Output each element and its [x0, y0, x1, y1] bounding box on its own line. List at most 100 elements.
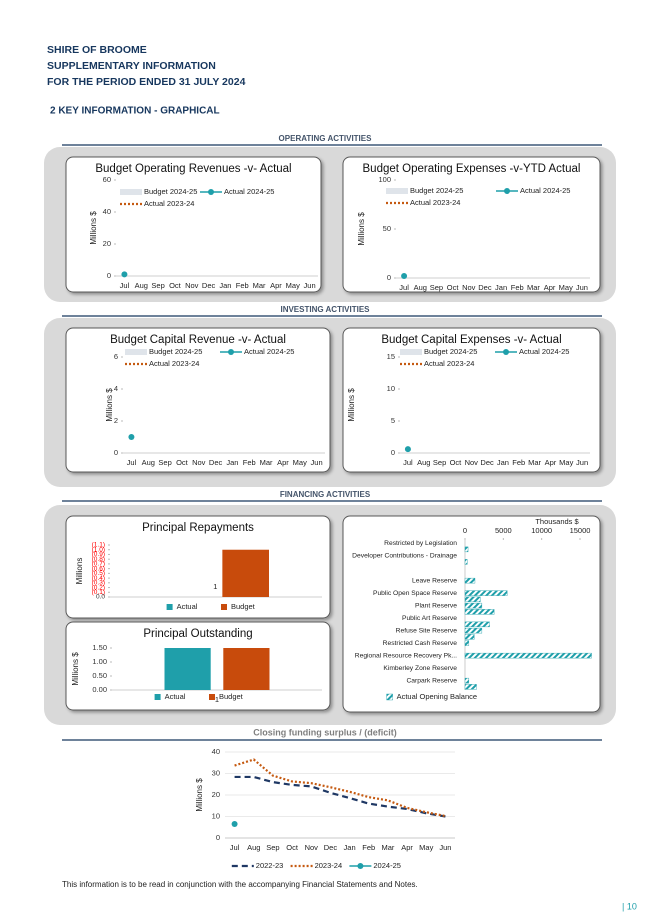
y-tick-label: Public Open Space Reserve [373, 590, 457, 597]
legend-label: Budget [219, 692, 244, 701]
x-tick-label: Apr [401, 843, 413, 852]
x-tick-label: Aug [247, 843, 260, 852]
legend-label: Budget 2024-25 [149, 347, 202, 356]
x-tick-label: Mar [528, 458, 541, 467]
y-tick-label: (0.7) [92, 561, 105, 568]
x-tick-label: Nov [305, 843, 319, 852]
x-tick-label: 0 [463, 526, 467, 535]
x-tick-label: Jun [311, 458, 323, 467]
legend-label: Budget 2024-25 [144, 187, 197, 196]
x-tick-label: Jun [439, 843, 451, 852]
legend-label: Budget [231, 602, 256, 611]
legend-swatch [386, 188, 408, 194]
x-tick-label: Aug [135, 281, 148, 290]
y-tick-label: Public Art Reserve [402, 615, 457, 622]
x-tick-label: Feb [362, 843, 375, 852]
y-tick-label: (0.2) [92, 584, 105, 591]
y-tick-label: 0 [216, 833, 220, 842]
x-tick-label: Jun [304, 281, 316, 290]
y-tick-label: Refuse Site Reserve [396, 627, 458, 634]
x-tick-label: Jul [403, 458, 413, 467]
bar [222, 549, 269, 597]
x-tick-label: Mar [381, 843, 394, 852]
x-tick-label: Jul [120, 281, 130, 290]
legend-label: Budget 2024-25 [410, 186, 463, 195]
y-tick-label: 30 [212, 768, 220, 777]
y-tick-label: 0 [391, 448, 395, 457]
bar [464, 634, 475, 640]
y-tick-label: 10 [387, 384, 395, 393]
x-tick-label: Oct [176, 458, 189, 467]
chart-title: Budget Capital Revenue -v- Actual [110, 334, 286, 346]
bar [464, 652, 592, 659]
y-tick-label: (0.3) [92, 580, 105, 587]
legend-label: 2022-23 [256, 861, 284, 870]
bar [464, 602, 483, 609]
legend-label: Actual 2023-24 [424, 359, 474, 368]
x-axis-label: Thousands $ [535, 517, 579, 526]
x-tick-label: Mar [253, 281, 266, 290]
legend-marker [357, 863, 364, 869]
x-tick-label: 15000 [570, 526, 591, 535]
x-tick-label: Dec [480, 458, 494, 467]
x-tick-label: May [293, 458, 307, 467]
bar [464, 640, 470, 646]
x-tick-label: Dec [324, 843, 338, 852]
y-tick-label: 0 [387, 273, 391, 282]
section-heading: OPERATING ACTIVITIES [279, 134, 373, 143]
y-tick-label: 20 [103, 239, 111, 248]
y-tick-label: (0.4) [92, 575, 105, 582]
x-tick-label: Oct [169, 281, 182, 290]
legend-swatch [120, 189, 142, 195]
x-tick-label: Apr [544, 283, 556, 292]
y-axis-label: Millions $ [347, 388, 356, 422]
bar [223, 648, 270, 690]
x-tick-label: 10000 [531, 526, 552, 535]
bar [464, 596, 481, 603]
y-axis-label: Millions $ [357, 212, 366, 246]
y-axis-label: Millions $ [105, 388, 114, 422]
section-heading: INVESTING ACTIVITIES [280, 305, 370, 314]
x-tick-label: Oct [286, 843, 299, 852]
marker [401, 273, 408, 280]
legend-label: Budget 2024-25 [424, 347, 477, 356]
legend-swatch [386, 693, 393, 701]
y-tick-label: 6 [114, 352, 118, 361]
y-tick-label: (1.1) [92, 542, 105, 549]
marker [128, 434, 135, 440]
y-tick-label: 1.50 [92, 643, 107, 652]
y-tick-label: (0.1) [92, 589, 105, 596]
legend-label: Actual 2023-24 [149, 359, 199, 368]
x-tick-label: Sep [158, 458, 171, 467]
y-tick-label: (0.9) [92, 551, 105, 558]
x-tick-label: 1 [215, 695, 219, 704]
y-tick-label: 0.00 [92, 685, 107, 694]
y-tick-label: 0.50 [92, 671, 107, 680]
x-tick-label: Aug [142, 458, 155, 467]
section-heading: FINANCING ACTIVITIES [280, 490, 371, 499]
chart-title: Principal Outstanding [143, 628, 252, 640]
x-tick-label: Sep [266, 843, 279, 852]
bar [464, 677, 470, 684]
y-axis-label: Millions $ [89, 211, 98, 245]
y-tick-label: Developer Contributions - Drainage [352, 552, 457, 559]
x-tick-label: Feb [511, 283, 524, 292]
x-tick-label: Apr [270, 281, 282, 290]
section-title: 2 KEY INFORMATION - GRAPHICAL [50, 106, 220, 117]
x-tick-label: Sep [151, 281, 164, 290]
x-tick-label: May [559, 458, 573, 467]
y-tick-label: 40 [103, 207, 111, 216]
legend-marker [504, 188, 510, 194]
bar [464, 627, 483, 634]
header-line: SUPPLEMENTARY INFORMATION [47, 60, 216, 72]
x-tick-label: Nov [185, 281, 199, 290]
y-tick-label: (1.0) [92, 546, 105, 553]
legend-label: Actual 2024-25 [224, 187, 274, 196]
legend-label: Actual 2023-24 [410, 198, 460, 207]
y-tick-label: 0 [107, 271, 111, 280]
legend-marker [208, 189, 214, 195]
legend-marker [228, 349, 234, 355]
x-tick-label: Jan [344, 843, 356, 852]
data-label: 1 [213, 582, 217, 591]
x-tick-label: Aug [414, 283, 427, 292]
